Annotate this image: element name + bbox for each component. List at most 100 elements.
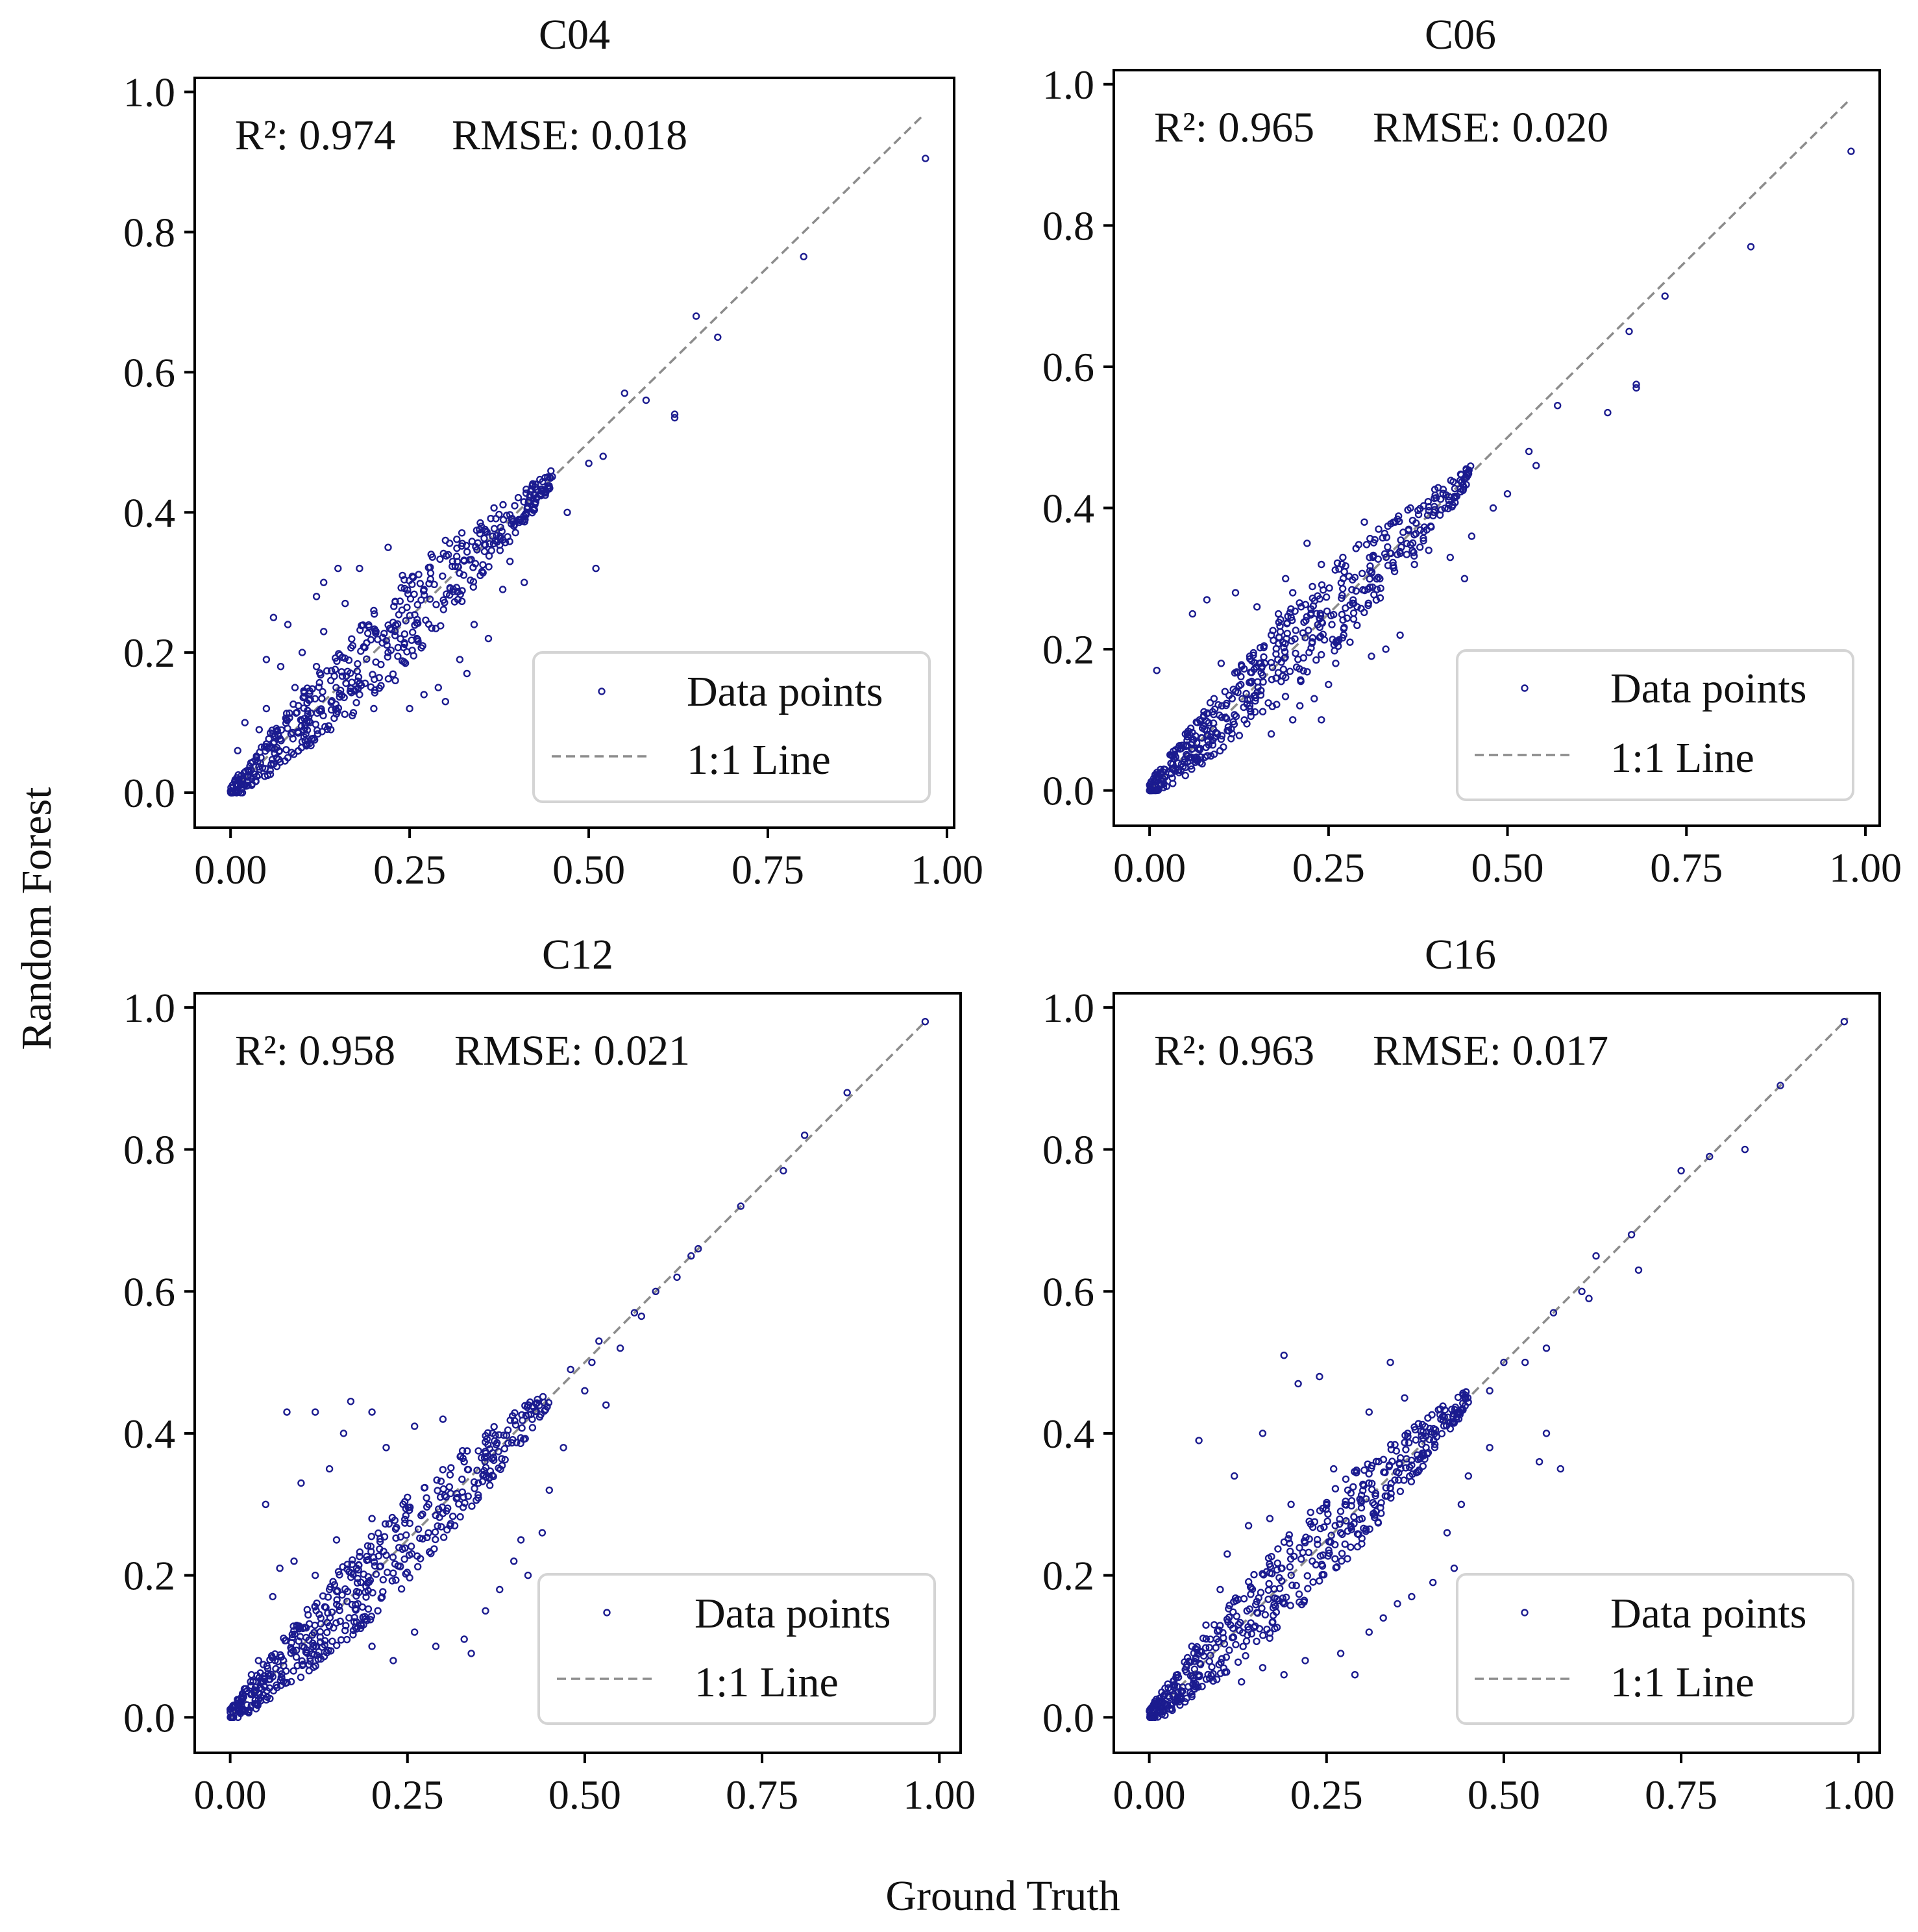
data-point (1449, 1417, 1458, 1426)
data-point (284, 724, 291, 732)
data-point (441, 1491, 449, 1500)
rmse-label: RMSE: 0.017 (1373, 1027, 1608, 1074)
data-point (1338, 610, 1346, 619)
data-point (1290, 1552, 1298, 1561)
data-point (1294, 1380, 1302, 1388)
data-point (305, 717, 313, 725)
data-point (337, 1636, 345, 1644)
data-point (1295, 1590, 1303, 1598)
y-tick-label: 0.4 (1042, 1411, 1094, 1457)
data-point (1274, 610, 1283, 618)
data-point (305, 1666, 313, 1675)
data-point (1188, 1642, 1196, 1650)
data-point (1280, 1600, 1288, 1608)
data-point (1214, 700, 1222, 709)
data-point (1407, 1478, 1416, 1485)
y-tick-label: 0.6 (123, 1269, 175, 1315)
data-point (1425, 503, 1432, 511)
y-tick-label: 0.6 (1042, 1269, 1094, 1315)
data-point (371, 626, 379, 635)
data-point (1592, 1252, 1600, 1260)
legend-box (532, 651, 931, 803)
data-point (354, 660, 362, 668)
data-point (1340, 625, 1348, 633)
legend: Data points 1:1 Line (1456, 649, 1854, 801)
data-point (426, 564, 434, 571)
data-point (1417, 1427, 1425, 1435)
data-point (354, 1600, 362, 1608)
plot-frame (193, 77, 955, 829)
data-point (389, 1553, 397, 1561)
data-point (687, 1252, 695, 1260)
data-point (327, 726, 335, 734)
data-point (492, 1441, 500, 1449)
data-point (295, 1637, 302, 1645)
data-point (345, 656, 353, 664)
data-point (265, 735, 273, 743)
data-point (1259, 1664, 1267, 1672)
data-point (437, 1477, 445, 1485)
data-point (474, 1479, 482, 1487)
data-point (369, 1589, 376, 1597)
data-point (1386, 1358, 1394, 1367)
data-point (446, 1522, 454, 1530)
data-point (1384, 543, 1392, 551)
data-point (310, 1663, 317, 1671)
data-point (1199, 1634, 1207, 1642)
data-point (449, 558, 457, 565)
legend: Data points 1:1 Line (532, 651, 931, 803)
data-point (331, 665, 339, 673)
data-point (334, 564, 342, 573)
data-point (241, 719, 249, 726)
data-point (495, 510, 503, 519)
data-point (1553, 402, 1562, 410)
data-point (338, 672, 347, 680)
data-point (482, 1449, 490, 1457)
data-point (1233, 1612, 1241, 1620)
data-point (1268, 675, 1276, 684)
data-point (843, 1089, 851, 1096)
data-point (922, 155, 929, 162)
data-point (532, 495, 540, 503)
data-point (563, 508, 571, 516)
data-point (1416, 543, 1424, 551)
x-tick-label: 0.00 (194, 1772, 267, 1818)
data-point (694, 1245, 702, 1253)
data-point (1370, 551, 1377, 560)
data-point (260, 1661, 267, 1668)
data-point (420, 691, 428, 699)
data-point (413, 619, 421, 627)
data-point (1305, 626, 1312, 634)
subplot-c04: C04 0.00 0.25 0.50 0.75 1.00 0.0 0.2 0.4 0.6 0.8 1… (123, 11, 983, 893)
data-point (449, 1512, 457, 1520)
data-point (430, 1545, 438, 1553)
data-point (399, 571, 406, 580)
data-point (439, 1466, 447, 1474)
data-point (1199, 721, 1207, 730)
data-point (1318, 716, 1325, 724)
data-point (528, 1424, 537, 1431)
data-point (394, 652, 402, 660)
data-point (288, 1633, 297, 1642)
data-point (370, 1558, 378, 1566)
data-point (1264, 1595, 1272, 1604)
data-point (526, 488, 534, 495)
data-point (414, 1525, 423, 1533)
data-point (266, 770, 275, 778)
data-point (1268, 663, 1277, 671)
data-point (1309, 582, 1316, 591)
data-point (468, 1502, 476, 1510)
x-tick-label: 0.25 (373, 847, 446, 893)
data-point (1216, 1585, 1224, 1594)
data-point (1181, 771, 1190, 780)
data-point (424, 1529, 432, 1537)
y-tick-label: 0.0 (1042, 1694, 1094, 1740)
data-point (1395, 547, 1404, 556)
data-point (376, 1563, 384, 1571)
data-point (616, 1344, 624, 1352)
data-point (1385, 1463, 1393, 1470)
data-point (1207, 1635, 1214, 1643)
data-point (1168, 1706, 1176, 1715)
data-point (374, 1607, 382, 1615)
data-point (1151, 1698, 1159, 1705)
